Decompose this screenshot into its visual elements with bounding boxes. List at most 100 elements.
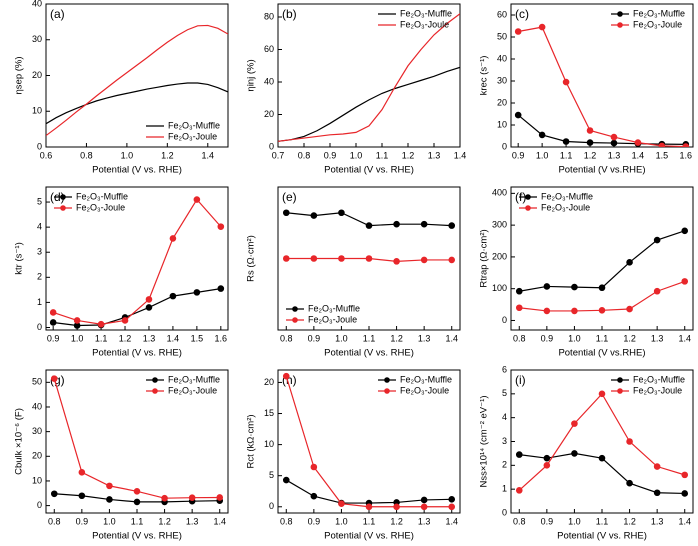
data-point (49, 319, 57, 326)
x-tick-label: 1.2 (623, 516, 636, 526)
y-tick-label: 2 (502, 460, 507, 470)
y-tick-label: 3 (37, 247, 42, 257)
y-axis-title: Cbulk ×10⁻⁶ (F) (14, 408, 25, 475)
y-axis-title: ktr (s⁻¹) (14, 242, 25, 274)
series-line (46, 24, 228, 137)
y-tick-label: 20 (264, 109, 274, 119)
y-tick-label: 20 (264, 377, 274, 387)
y-tick-label: 0 (269, 141, 274, 151)
legend-label: Fe₂O₃-Muffle (168, 374, 220, 384)
y-tick-label: 0 (502, 141, 507, 151)
y-axis-title: Rtrap (Ω·cm²) (479, 229, 490, 287)
data-point (338, 209, 345, 217)
y-tick-label: 1 (502, 484, 507, 494)
data-point (626, 438, 633, 445)
data-point (365, 222, 373, 229)
x-tick-label: 1.2 (119, 333, 132, 343)
x-tick-label: 1.0 (536, 150, 549, 160)
data-point (310, 255, 318, 262)
data-point (78, 492, 86, 500)
data-point (543, 283, 551, 290)
y-tick-label: 0 (37, 141, 42, 151)
subplot: 0.8 0.9 1.0 1.1 1.2 1.3 1.4 0 1 2 3 4 5 6 Potential (V… (479, 364, 694, 542)
x-axis-title: Potential (V vs. RHE) (92, 531, 182, 542)
data-point (598, 390, 606, 398)
x-tick-label: 1.4 (167, 333, 180, 343)
data-point (365, 503, 373, 511)
legend-marker (292, 317, 298, 323)
data-point (188, 494, 196, 502)
legend-label: Fe₂O₃-Muffle (168, 120, 220, 130)
series-line (53, 288, 221, 327)
x-tick-label: 1.4 (678, 333, 691, 343)
y-tick-label: 15 (264, 408, 274, 418)
legend-label: Fe₂O₃-Muffle (541, 191, 593, 201)
data-point (161, 494, 168, 502)
y-tick-label: 400 (492, 188, 507, 198)
x-tick-label: 1.2 (623, 333, 636, 343)
data-point (681, 490, 689, 497)
x-tick-label: 1.0 (568, 516, 581, 526)
x-tick-label: 0.6 (40, 150, 53, 160)
data-point (626, 305, 633, 313)
subplot: 0.8 0.9 1.0 1.1 1.2 1.3 1.4 0 100 200 300 400 Potent… (479, 186, 694, 359)
y-tick-label: 5 (502, 388, 507, 398)
data-point (282, 209, 290, 217)
data-point (448, 503, 456, 511)
data-point (658, 142, 666, 147)
x-tick-label: 1.4 (454, 150, 467, 160)
y-tick-label: 1 (37, 297, 42, 307)
x-tick-label: 1.4 (632, 150, 645, 160)
x-tick-label: 1.1 (596, 516, 609, 526)
data-point (393, 220, 400, 228)
panel-label: (c) (515, 7, 529, 21)
panel-label: (a) (50, 7, 65, 21)
data-point (598, 306, 606, 314)
data-point (145, 304, 153, 311)
legend-label: Fe₂O₃-Joule (76, 202, 125, 212)
x-tick-label: 0.9 (324, 150, 337, 160)
legend-label: Fe₂O₃-Muffle (633, 374, 685, 384)
x-tick-label: 0.9 (512, 150, 525, 160)
x-axis-title: Potential (V vs. RHE) (324, 531, 414, 542)
data-point (634, 139, 642, 146)
x-tick-label: 1.1 (363, 333, 376, 343)
data-point (193, 289, 201, 296)
x-axis-title: Potential (V vs. RHE) (324, 348, 414, 359)
data-point (598, 454, 606, 462)
data-point (514, 111, 522, 119)
y-tick-label: 0 (269, 501, 274, 511)
data-point (216, 494, 224, 501)
y-tick-label: 40 (32, 0, 42, 8)
y-tick-label: 10 (497, 119, 507, 129)
x-tick-label: 0.9 (308, 333, 321, 343)
legend-marker (60, 194, 66, 200)
series-line (518, 392, 685, 491)
y-tick-label: 5 (269, 470, 274, 480)
y-tick-label: 0 (502, 507, 507, 517)
legend-label: Fe₂O₃-Muffle (308, 303, 360, 313)
data-point (626, 259, 633, 266)
x-tick-label: 1.3 (651, 333, 664, 343)
y-tick-label: 20 (497, 97, 507, 107)
legend-label: Fe₂O₃-Joule (308, 314, 357, 324)
data-point (586, 127, 594, 134)
legend-marker (617, 388, 623, 394)
legend-label: Fe₂O₃-Joule (541, 202, 590, 212)
data-point (653, 287, 661, 295)
panel-label: (b) (282, 7, 297, 21)
y-tick-label: 80 (264, 11, 274, 21)
series-line (53, 378, 220, 499)
subplot: 0.9 1.0 1.1 1.2 1.3 1.4 1.5 1.6 0 10 20 30 40 50 60 Pot… (479, 3, 694, 176)
x-tick-label: 1.2 (402, 150, 415, 160)
y-tick-label: 60 (497, 9, 507, 19)
data-point (420, 496, 428, 504)
y-tick-label: 4 (502, 412, 507, 422)
x-axis-title: Potential (V vs.RHE) (558, 348, 645, 359)
data-point (193, 196, 201, 203)
data-point (515, 304, 523, 312)
x-tick-label: 1.3 (186, 516, 199, 526)
